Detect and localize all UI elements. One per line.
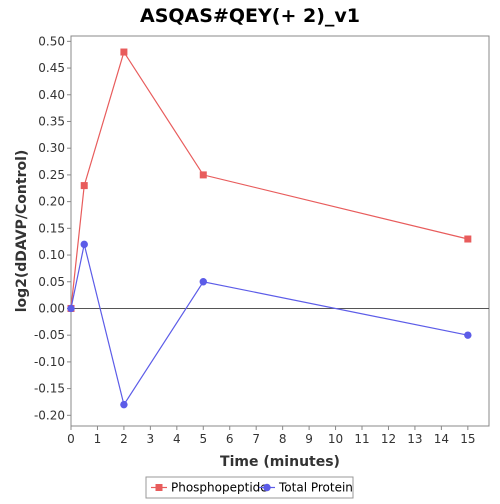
total-protein-point	[199, 278, 207, 286]
y-tick-label: -0.10	[34, 355, 65, 369]
x-tick-label: 5	[199, 432, 207, 446]
phosphopeptide-point	[80, 182, 88, 190]
x-tick-label: 7	[252, 432, 260, 446]
x-tick-label: 2	[120, 432, 128, 446]
plot-area: -0.20 -0.15 -0.10 -0.05 0.00 0.05 0.10 0.15 0.20…	[34, 34, 490, 446]
y-tick-label: 0.10	[38, 248, 65, 262]
x-tick-label: 14	[434, 432, 449, 446]
y-tick-label: 0.15	[38, 221, 65, 235]
total-protein-point	[80, 240, 88, 249]
phosphopeptide-point	[464, 235, 472, 243]
total-protein-point	[120, 400, 128, 409]
x-tick-label: 15	[460, 432, 475, 446]
x-tick-label: 13	[407, 432, 422, 446]
phosphopeptide-point	[199, 171, 207, 179]
total-protein-point	[67, 304, 75, 313]
chart-title: ASQAS#QEY(+ 2)_v1	[140, 5, 360, 27]
x-axis-title: Time (minutes)	[220, 454, 340, 470]
x-tick-label: 9	[305, 432, 313, 446]
x-tick-label: 4	[173, 432, 181, 446]
legend-box	[145, 476, 354, 499]
x-tick-label: 8	[279, 432, 287, 446]
y-tick-label: -0.20	[34, 408, 65, 422]
y-axis-title: log2(dDAVP/Control)	[14, 150, 30, 313]
phosphopeptide-point	[120, 48, 128, 56]
legend-phosphopeptide-marker	[155, 484, 163, 491]
x-tick-label: 6	[226, 432, 234, 446]
y-tick-label: 0.30	[38, 141, 65, 155]
legend-total-protein-marker	[263, 483, 271, 492]
y-tick-label: 0.20	[38, 195, 65, 209]
y-tick-label: 0.25	[38, 168, 65, 182]
x-tick-label: 1	[94, 432, 102, 446]
x-tick-label: 10	[328, 432, 343, 446]
x-tick-label: 0	[67, 432, 75, 446]
plot-frame	[70, 35, 490, 427]
total-protein-point	[464, 331, 472, 339]
x-tick-label: 3	[147, 432, 155, 446]
y-tick-label: 0.50	[38, 34, 65, 48]
y-tick-label: -0.05	[34, 328, 65, 342]
y-tick-label: 0.05	[38, 275, 65, 289]
x-tick-label: 11	[354, 432, 369, 446]
x-tick-label: 12	[381, 432, 396, 446]
legend: Phosphopeptide Total Protein	[145, 476, 354, 499]
y-tick-label: 0.00	[38, 301, 65, 315]
y-tick-label: 0.40	[38, 88, 65, 102]
legend-total-protein-label: Total Protein	[278, 481, 353, 495]
y-tick-label: -0.15	[34, 382, 65, 396]
y-tick-label: 0.45	[38, 61, 65, 75]
legend-phosphopeptide-label: Phosphopeptide	[171, 481, 268, 495]
y-tick-label: 0.35	[38, 114, 65, 128]
